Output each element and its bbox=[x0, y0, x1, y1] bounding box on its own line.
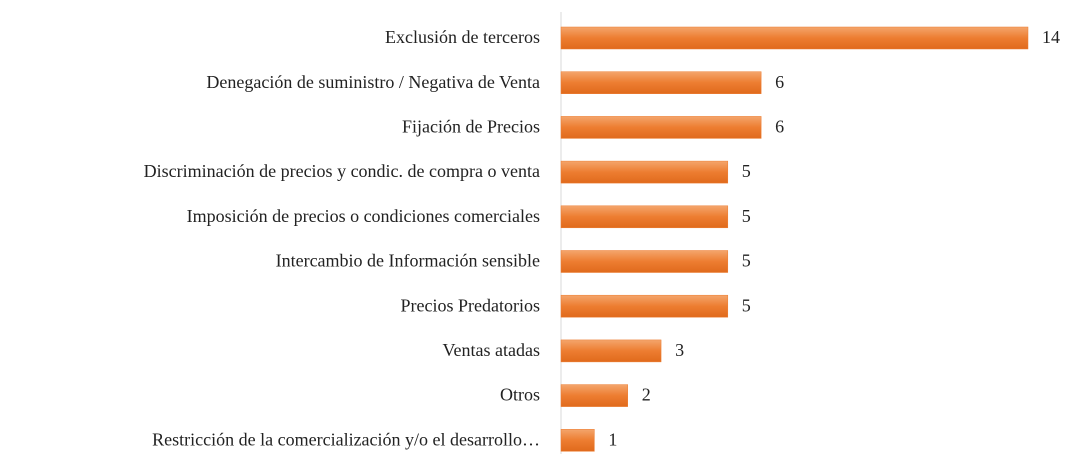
category-label: Discriminación de precios y condic. de c… bbox=[144, 161, 540, 181]
value-label: 5 bbox=[742, 251, 751, 271]
value-label: 5 bbox=[742, 206, 751, 226]
category-label: Intercambio de Información sensible bbox=[276, 251, 540, 271]
category-label: Restricción de la comercialización y/o e… bbox=[152, 429, 540, 449]
bar bbox=[560, 71, 762, 94]
value-label: 6 bbox=[775, 72, 784, 92]
bar bbox=[560, 160, 729, 184]
category-label: Precios Predatorios bbox=[401, 295, 540, 315]
bar bbox=[560, 294, 729, 318]
bar bbox=[560, 339, 662, 363]
bar bbox=[560, 205, 729, 229]
bar bbox=[560, 429, 595, 452]
category-label: Exclusión de terceros bbox=[385, 27, 540, 47]
category-label: Fijación de Precios bbox=[402, 117, 540, 137]
bar bbox=[560, 116, 762, 139]
bar bbox=[560, 26, 1029, 50]
value-label: 5 bbox=[742, 295, 751, 315]
bar bbox=[560, 250, 729, 273]
value-label: 5 bbox=[742, 161, 751, 181]
bar bbox=[560, 384, 628, 407]
category-label: Denegación de suministro / Negativa de V… bbox=[206, 72, 540, 92]
category-label: Ventas atadas bbox=[443, 340, 540, 360]
value-label: 2 bbox=[642, 385, 651, 405]
category-label: Imposición de precios o condiciones come… bbox=[187, 206, 540, 226]
value-label: 1 bbox=[608, 429, 617, 449]
value-label: 14 bbox=[1042, 27, 1060, 47]
value-label: 3 bbox=[675, 340, 684, 360]
category-label: Otros bbox=[500, 385, 540, 405]
value-label: 6 bbox=[775, 117, 784, 137]
